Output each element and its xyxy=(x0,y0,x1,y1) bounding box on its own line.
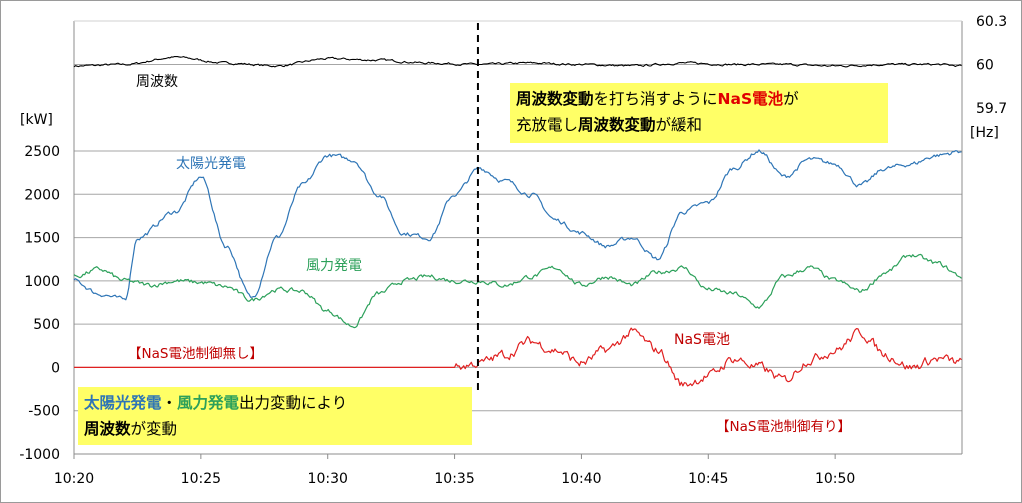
callout-text: 充放電し xyxy=(516,116,579,134)
callout-line-2: 充放電し周波数変動が緩和 xyxy=(516,112,882,138)
callout-text: 周波数変動 xyxy=(516,90,594,108)
series-line-NaS電池 xyxy=(74,327,962,387)
y-tick-label: 0 xyxy=(51,360,60,376)
callout-text: NaS電池 xyxy=(717,90,784,108)
callout-text: が変動 xyxy=(130,420,178,438)
nas-series-label: NaS電池 xyxy=(674,332,730,348)
y-tick-label: 1500 xyxy=(24,231,60,247)
wind-series-label: 風力発電 xyxy=(306,258,362,274)
x-tick-label: 10:25 xyxy=(181,471,221,487)
grid xyxy=(73,20,963,455)
callout-line-1: 太陽光発電・風力発電出力変動により xyxy=(84,390,466,416)
y-tick-label: 500 xyxy=(33,317,60,333)
right-axis-unit: [Hz] xyxy=(970,125,999,141)
callout-line-1: 周波数変動を打ち消すようにNaS電池が xyxy=(516,86,882,112)
x-tick-label: 10:40 xyxy=(561,471,601,487)
callout-text: 風力発電 xyxy=(177,394,240,412)
series-line-風力発電 xyxy=(73,253,962,329)
x-tick-label: 10:35 xyxy=(434,471,474,487)
callout-text: が xyxy=(783,90,799,108)
y-tick-label: 2000 xyxy=(24,187,60,203)
left-axis-ticks: 2500 2000 1500 1000 500 0 -500 -1000 xyxy=(19,144,60,463)
callout-text: 太陽光発電 xyxy=(84,394,162,412)
left-axis-unit: [kW] xyxy=(20,112,53,128)
solar-series-label: 太陽光発電 xyxy=(176,156,246,172)
callout-text: 周波数 xyxy=(84,420,131,438)
series-line-周波数 xyxy=(73,55,962,68)
callout-text: ・ xyxy=(161,394,178,412)
right-tick-label: 60 xyxy=(976,58,994,74)
callout-text: 出力変動により xyxy=(239,394,348,412)
x-tick-label: 10:20 xyxy=(54,471,94,487)
y-tick-label: 1000 xyxy=(24,274,60,290)
callout-nas-compensation: 周波数変動を打ち消すようにNaS電池が 充放電し周波数変動が緩和 xyxy=(510,83,888,143)
callout-line-2: 周波数が変動 xyxy=(84,416,466,442)
x-axis-ticks: 10:20 10:25 10:30 10:35 10:40 10:45 10:50 xyxy=(54,454,855,487)
callout-text: を打ち消すように xyxy=(593,90,718,108)
x-tick-label: 10:30 xyxy=(308,471,348,487)
callout-renewable-fluctuation: 太陽光発電・風力発電出力変動により 周波数が変動 xyxy=(78,387,472,445)
nas-control-off-label: 【NaS電池制御無し】 xyxy=(128,346,263,362)
nas-control-on-label: 【NaS電池制御有り】 xyxy=(716,419,851,435)
x-tick-label: 10:45 xyxy=(688,471,728,487)
y-tick-label: -1000 xyxy=(19,447,60,463)
y-tick-label: -500 xyxy=(28,404,60,420)
right-axis-ticks: 60.3 60 59.7 xyxy=(976,14,1007,117)
y-tick-label: 2500 xyxy=(24,144,60,160)
right-tick-label: 60.3 xyxy=(976,14,1007,30)
callout-text: が緩和 xyxy=(655,116,703,134)
callout-text: 周波数変動 xyxy=(578,116,656,134)
right-tick-label: 59.7 xyxy=(976,101,1007,117)
series-line-太陽光発電 xyxy=(73,149,962,301)
freq-series-label: 周波数 xyxy=(136,74,178,90)
series-group xyxy=(73,55,962,387)
x-tick-label: 10:50 xyxy=(815,471,855,487)
